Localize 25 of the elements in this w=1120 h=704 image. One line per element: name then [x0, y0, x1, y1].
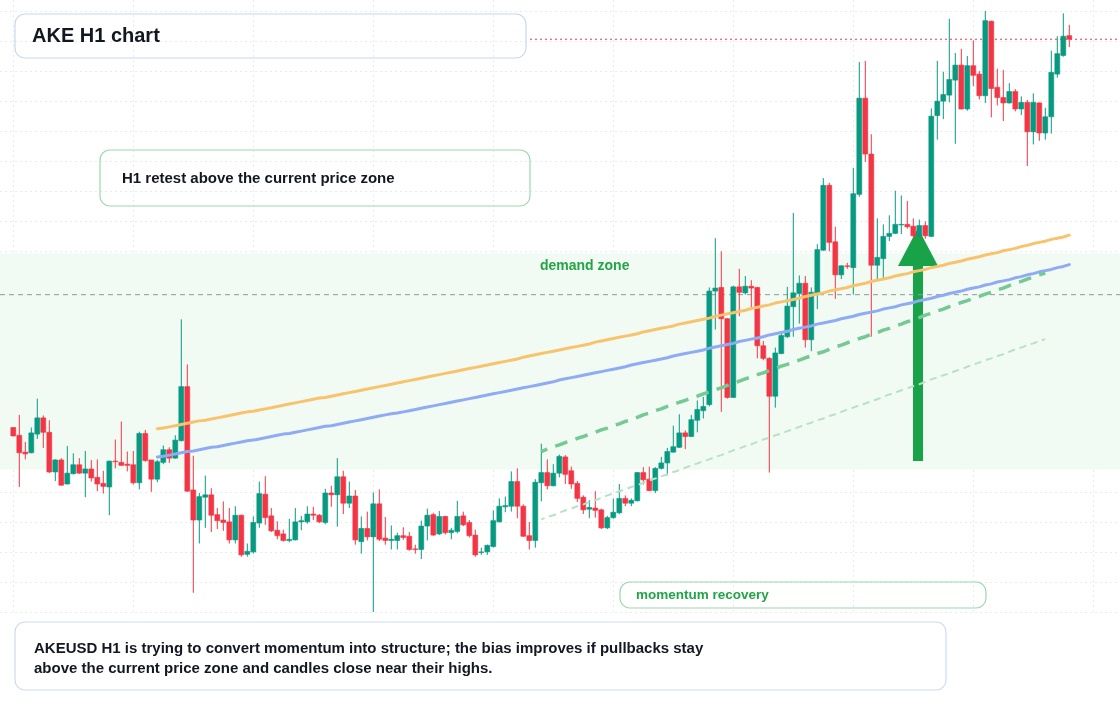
band-label: demand zone	[540, 257, 630, 274]
annotation: momentum recovery	[636, 587, 770, 602]
candlestick	[436, 510, 443, 536]
candlestick	[1012, 88, 1019, 112]
candlestick	[1006, 82, 1013, 105]
candlestick	[586, 499, 593, 519]
candlestick	[1018, 95, 1025, 116]
candlestick	[742, 275, 749, 296]
candlestick	[358, 515, 365, 555]
candlestick	[82, 450, 89, 498]
text: AKEUSD H1 is trying to convert momentum into structure; the bias improves if pullbacks stay above the current price zone and candles close near their highs.	[34, 639, 704, 676]
text: AKE H1 chart	[32, 24, 161, 46]
candlestick	[364, 511, 371, 541]
candlestick	[544, 458, 551, 490]
candlestick	[328, 485, 335, 508]
candlestick	[1066, 24, 1073, 48]
candlestick	[112, 439, 119, 469]
annotation: H1 retest above the current price zone	[122, 169, 395, 186]
candlestick	[916, 219, 923, 239]
candlestick	[346, 481, 353, 509]
candlestick	[430, 512, 437, 537]
candlestick	[682, 430, 689, 450]
candlestick	[334, 457, 341, 528]
candlestick	[736, 268, 743, 317]
candlestick	[52, 458, 59, 482]
